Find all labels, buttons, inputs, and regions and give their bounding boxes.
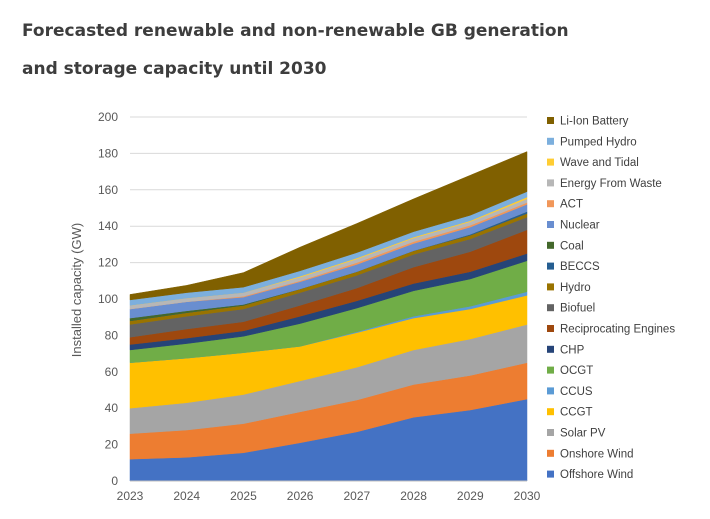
- y-tick-label: 20: [105, 438, 119, 452]
- legend-label: Solar PV: [560, 428, 606, 440]
- legend-swatch: [547, 408, 554, 416]
- y-tick-label: 140: [98, 219, 118, 233]
- legend-swatch: [547, 283, 554, 291]
- legend-label: BECCS: [560, 261, 600, 273]
- y-tick-label: 40: [105, 401, 119, 415]
- y-tick-label: 80: [105, 328, 119, 342]
- x-tick-label: 2024: [173, 489, 200, 503]
- legend-label: Onshore Wind: [560, 448, 634, 460]
- x-tick-label: 2030: [514, 489, 541, 503]
- legend-swatch: [547, 449, 554, 457]
- legend-label: Li-Ion Battery: [560, 116, 629, 128]
- y-tick-label: 160: [98, 183, 118, 197]
- y-tick-label: 60: [105, 365, 119, 379]
- legend-swatch: [547, 366, 554, 374]
- legend-item-act: ACT: [547, 199, 583, 211]
- y-tick-label: 0: [111, 474, 118, 488]
- legend-label: Biofuel: [560, 303, 595, 315]
- legend-item-ccgt: CCGT: [547, 407, 593, 419]
- legend-swatch: [547, 470, 554, 478]
- chart-title-line-1: Forecasted renewable and non-renewable G…: [22, 21, 569, 41]
- legend-item-hydro: Hydro: [547, 282, 591, 294]
- legend-swatch: [547, 137, 554, 145]
- y-tick-label: 200: [98, 110, 118, 124]
- legend-item-pumped-hydro: Pumped Hydro: [547, 136, 637, 148]
- area-li-ion-battery: [129, 151, 528, 301]
- legend-item-li-ion-battery: Li-Ion Battery: [547, 116, 629, 128]
- legend: Li-Ion Battery Pumped Hydro Wave and Tidal…: [547, 116, 675, 481]
- legend-label: CCGT: [560, 407, 593, 419]
- legend-item-nuclear: Nuclear: [547, 220, 600, 232]
- legend-item-ocgt: OCGT: [547, 365, 593, 377]
- legend-label: CHP: [560, 344, 585, 356]
- axes: 0 20 40 60 80 100 120 140 160 180 200 2023 2024 2025 2…: [98, 110, 541, 503]
- legend-item-reciprocating-engines: Reciprocating Engines: [547, 324, 675, 336]
- legend-item-ccus: CCUS: [547, 386, 593, 398]
- legend-swatch: [547, 221, 554, 228]
- legend-label: Offshore Wind: [560, 469, 633, 481]
- legend-label: Coal: [560, 240, 584, 252]
- legend-item-onshore-wind: Onshore Wind: [547, 448, 634, 460]
- legend-label: ACT: [560, 199, 583, 211]
- legend-swatch: [547, 200, 554, 208]
- series-areas: [129, 151, 528, 482]
- legend-item-beccs: BECCS: [547, 261, 600, 273]
- legend-item-wave-and-tidal: Wave and Tidal: [547, 157, 639, 169]
- legend-item-offshore-wind: Offshore Wind: [547, 469, 633, 481]
- chart-title: Forecasted renewable and non-renewable G…: [22, 12, 682, 88]
- x-tick-label: 2025: [230, 489, 257, 503]
- legend-swatch: [547, 179, 554, 187]
- x-tick-label: 2029: [457, 489, 484, 503]
- chart-title-line-2: and storage capacity until 2030: [22, 59, 327, 79]
- legend-swatch: [547, 262, 554, 270]
- legend-swatch: [547, 241, 554, 249]
- legend-swatch: [547, 387, 554, 395]
- legend-swatch: [547, 117, 554, 124]
- y-tick-label: 180: [98, 146, 118, 160]
- legend-label: Reciprocating Engines: [560, 324, 675, 336]
- legend-swatch: [547, 158, 554, 166]
- legend-label: CCUS: [560, 386, 593, 398]
- legend-label: Energy From Waste: [560, 178, 662, 190]
- legend-swatch: [547, 304, 554, 312]
- legend-item-biofuel: Biofuel: [547, 303, 595, 315]
- x-tick-label: 2026: [287, 489, 314, 503]
- legend-label: Hydro: [560, 282, 591, 294]
- x-tick-label: 2023: [117, 489, 144, 503]
- legend-label: Nuclear: [560, 220, 600, 232]
- legend-label: Pumped Hydro: [560, 136, 637, 148]
- legend-label: Wave and Tidal: [560, 157, 639, 169]
- legend-label: OCGT: [560, 365, 593, 377]
- legend-swatch: [547, 325, 554, 332]
- y-tick-label: 100: [98, 292, 118, 306]
- y-tick-label: 120: [98, 256, 118, 270]
- legend-item-coal: Coal: [547, 240, 584, 252]
- y-axis-label: Installed capacity (GW): [69, 223, 84, 357]
- legend-item-chp: CHP: [547, 344, 585, 356]
- legend-swatch: [547, 345, 554, 353]
- legend-swatch: [547, 429, 554, 436]
- legend-item-energy-from-waste: Energy From Waste: [547, 178, 662, 190]
- legend-item-solar-pv: Solar PV: [547, 428, 606, 440]
- x-tick-label: 2027: [344, 489, 371, 503]
- x-tick-label: 2028: [400, 489, 427, 503]
